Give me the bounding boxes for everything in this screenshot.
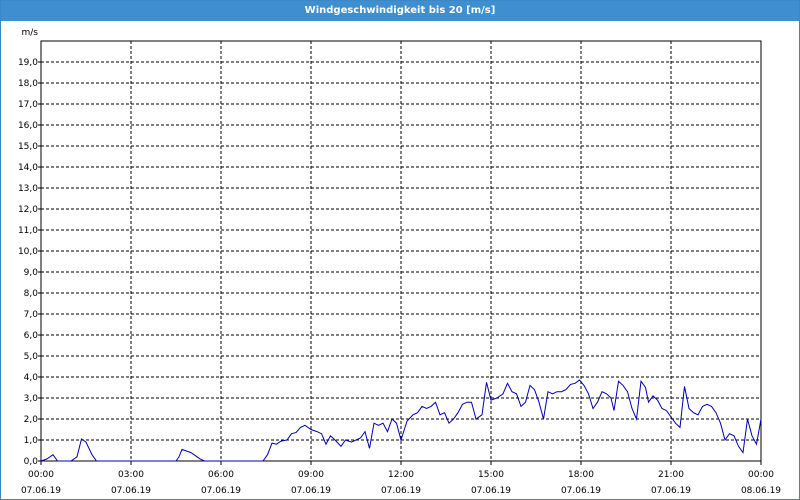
x-tick-time-label: 06:00 [208,470,234,480]
y-tick-label: 10,0 [18,247,38,257]
x-tick-date-label: 08.06.19 [741,486,781,496]
y-tick-label: 3,0 [24,394,39,404]
y-tick-label: 14,0 [18,163,38,173]
x-tick-time-label: 00:00 [748,470,774,480]
y-tick-label: 7,0 [24,310,39,320]
x-tick-time-label: 12:00 [388,470,414,480]
y-tick-label: 6,0 [24,331,39,341]
y-tick-label: 17,0 [18,100,38,110]
x-tick-time-label: 18:00 [568,470,594,480]
x-tick-time-label: 15:00 [478,470,504,480]
x-tick-date-label: 07.06.19 [21,486,61,496]
x-tick-time-label: 00:00 [28,470,54,480]
y-tick-label: 18,0 [18,79,38,89]
y-tick-label: 12,0 [18,205,38,215]
x-tick-time-label: 03:00 [118,470,144,480]
y-tick-label: 2,0 [24,415,39,425]
x-tick-time-label: 21:00 [658,470,684,480]
y-tick-label: 0,0 [24,457,39,467]
x-tick-date-label: 07.06.19 [471,486,511,496]
y-tick-label: 19,0 [18,58,38,68]
grid-lines [41,41,761,461]
y-tick-label: 1,0 [24,436,39,446]
y-axis-ticks: 0,0 1,0 2,0 3,0 4,0 5,0 6,0 7,0 8,0 9,0 10,0 11,0 12… [18,58,41,467]
window-title: Windgeschwindigkeit bis 20 [m/s] [1,1,799,21]
y-tick-label: 4,0 [24,373,39,383]
y-tick-label: 16,0 [18,121,38,131]
y-tick-label: 11,0 [18,226,38,236]
x-tick-date-label: 07.06.19 [651,486,691,496]
y-tick-label: 9,0 [24,268,39,278]
series-layer [40,379,762,462]
x-tick-date-label: 07.06.19 [561,486,601,496]
y-tick-label: 13,0 [18,184,38,194]
x-tick-date-label: 07.06.19 [381,486,421,496]
y-tick-label: 5,0 [24,352,39,362]
wind-speed-chart: 0,0 1,0 2,0 3,0 4,0 5,0 6,0 7,0 8,0 9,0 10,0 11,0 12… [18,28,781,496]
x-axis-ticks: 00:00 07.06.19 03:00 07.06.19 06:00 07.06.19 0… [21,461,781,496]
y-axis-unit-label: m/s [22,28,39,38]
y-tick-label: 15,0 [18,142,38,152]
x-tick-date-label: 07.06.19 [201,486,241,496]
wind-speed-series-line [40,379,762,462]
x-tick-date-label: 07.06.19 [291,486,331,496]
y-tick-label: 8,0 [24,289,39,299]
x-tick-date-label: 07.06.19 [111,486,151,496]
x-tick-time-label: 09:00 [298,470,324,480]
